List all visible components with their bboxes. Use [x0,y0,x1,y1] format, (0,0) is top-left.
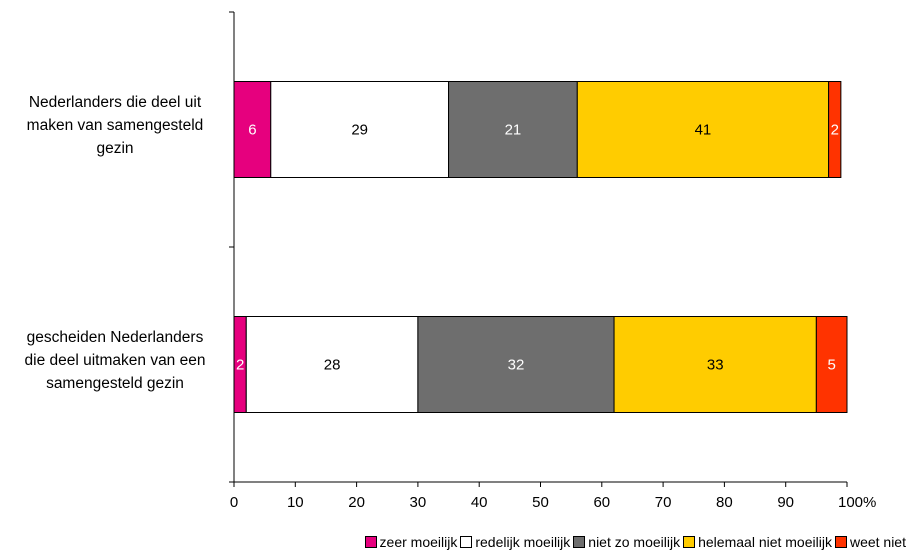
legend-swatch [573,536,586,548]
bar-segment [448,81,578,178]
x-tick-label: 40 [471,494,488,511]
x-tick-label: 20 [348,494,365,511]
legend-item: niet zo moeilijk [573,534,680,550]
data-label: 32 [508,357,525,374]
data-label: 5 [828,357,836,374]
legend-item: weet niet [834,534,906,550]
category-label-line: gezin [96,140,134,157]
data-label: 6 [248,122,256,139]
legend-swatch [683,536,696,548]
legend-label: weet niet [849,534,906,550]
legend-label: helemaal niet moeilijk [698,534,832,550]
bar-segment [245,316,419,413]
x-tick-label: 50 [532,494,549,511]
bar-segment [417,316,615,413]
bar-segment [815,316,848,413]
category-label-line: samengesteld gezin [46,375,184,392]
bar-segment [613,316,817,413]
legend-item: zeer moeilijk [364,534,458,550]
data-label: 33 [707,357,724,374]
category-label: gescheiden Nederlanders die deel uitmaken… [0,326,230,395]
x-tick-label: 10 [287,494,304,511]
category-label-line: gescheiden Nederlanders [26,329,204,346]
data-label: 2 [236,357,244,374]
x-tick-label: 90 [777,494,794,511]
legend-item: helemaal niet moeilijk [683,534,832,550]
legend-swatch [834,536,847,548]
x-tick-label: 60 [593,494,610,511]
legend-swatch [364,536,377,548]
bar-segment [233,81,272,178]
legend: zeer moeilijk redelijk moeilijk niet zo mo… [0,534,906,550]
legend-item: redelijk moeilijk [460,534,570,550]
category-label-line: maken van samengesteld [26,117,204,134]
legend-swatch [460,536,473,548]
bar-segment [576,81,830,178]
bar-segment [828,81,842,178]
x-tick-label: 80 [716,494,733,511]
data-label: 2 [831,122,839,139]
legend-label: zeer moeilijk [379,534,458,550]
data-label: 41 [695,122,712,139]
category-label-line: Nederlanders die deel uit [28,94,202,111]
category-label-line: die deel uitmaken van een [24,352,206,369]
data-label: 28 [324,357,341,374]
legend-label: redelijk moeilijk [475,534,571,550]
x-tick-label: 30 [410,494,427,511]
category-label: Nederlanders die deel uit maken van samen… [0,91,230,160]
data-label: 29 [351,122,368,139]
data-label: 21 [505,122,522,139]
x-tick-label: 70 [655,494,672,511]
x-tick-label: 100% [838,494,876,511]
x-tick-label: 0 [230,494,238,511]
legend-label: niet zo moeilijk [588,534,681,550]
bar-segment [270,81,450,178]
